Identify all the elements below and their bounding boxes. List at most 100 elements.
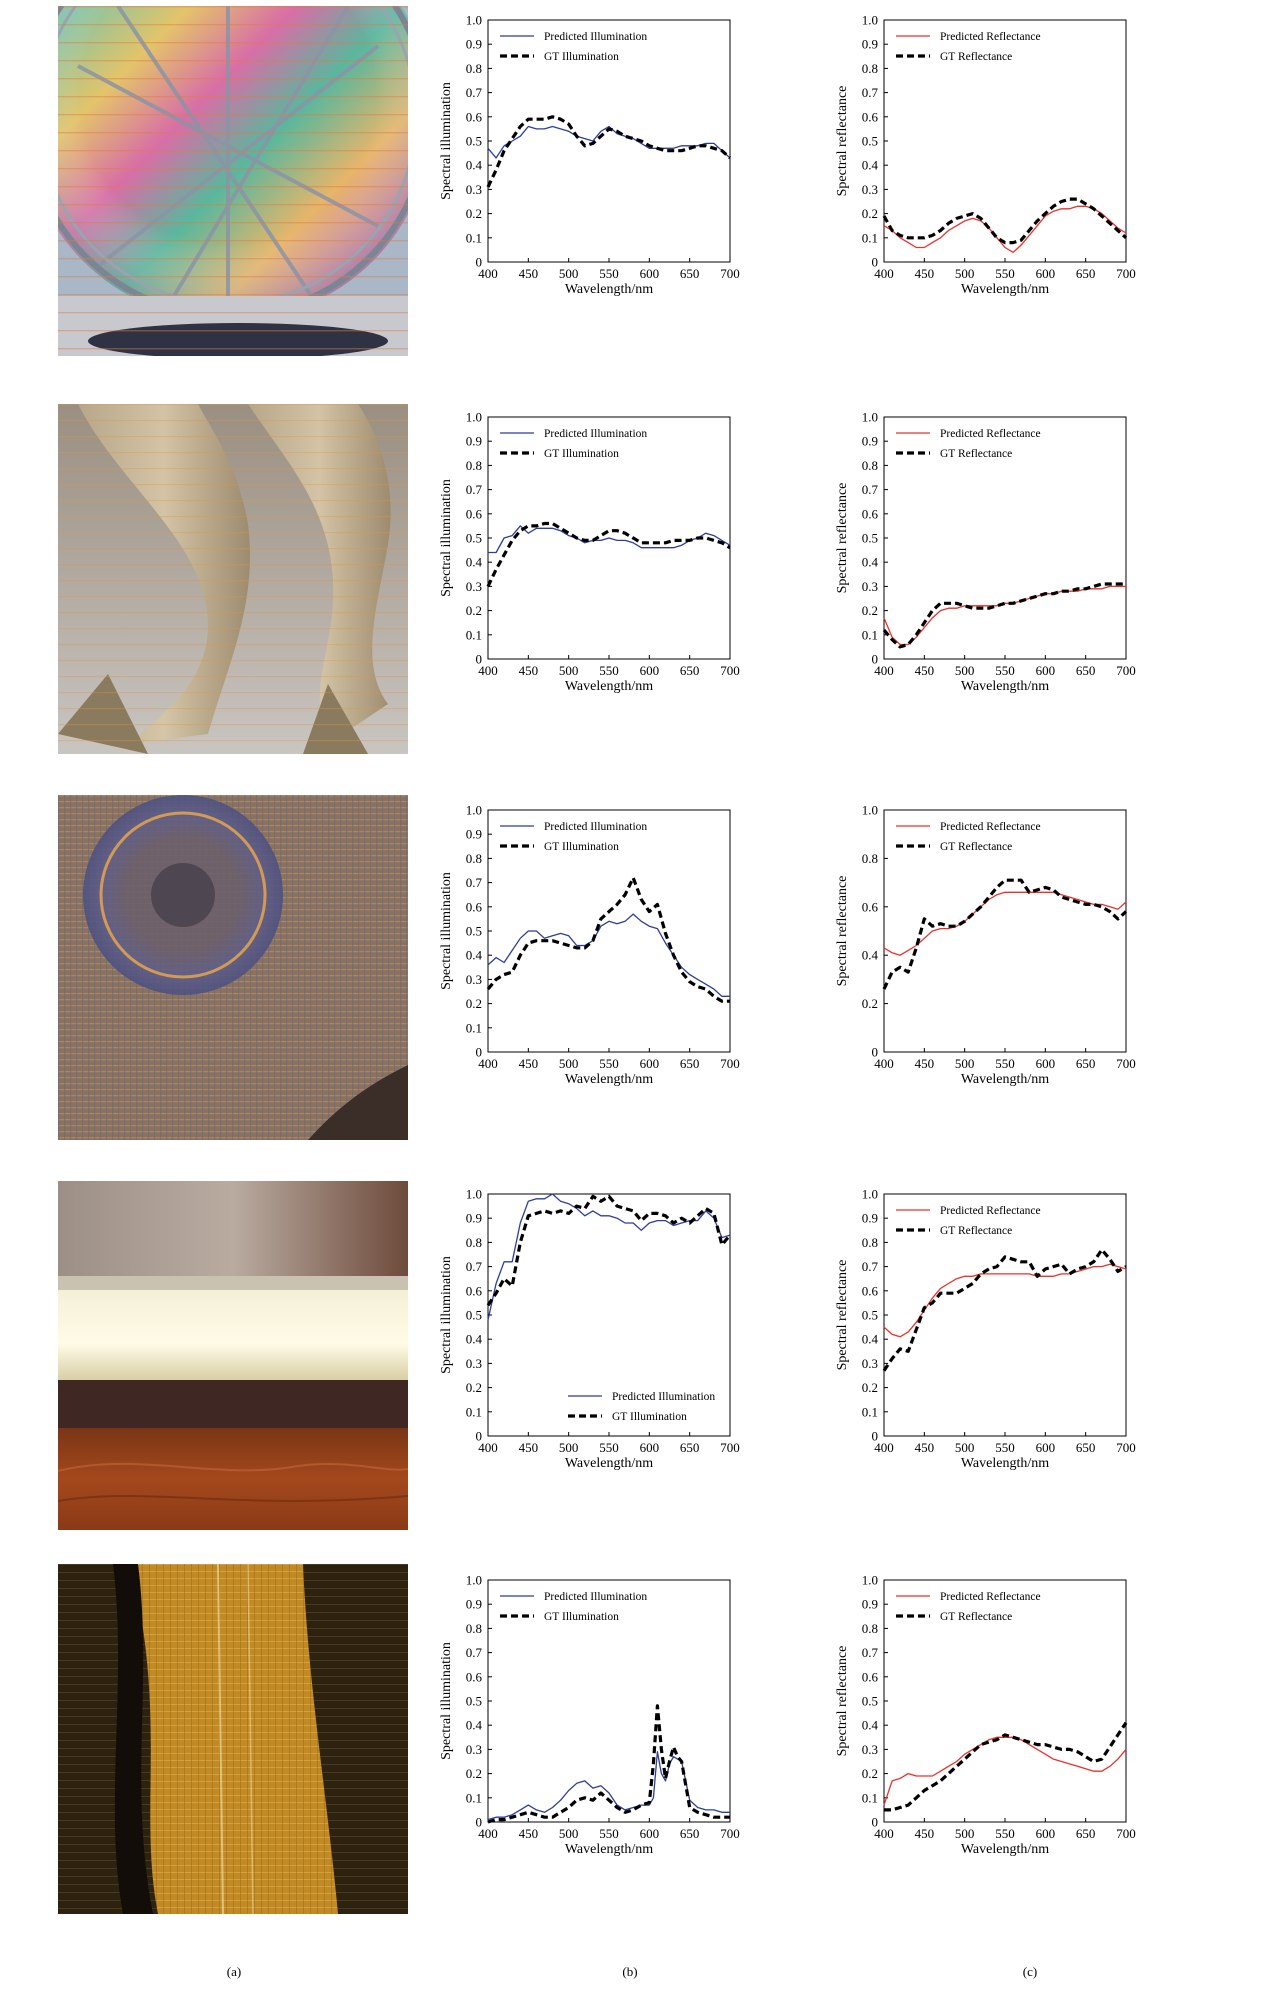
series-line-predicted [487,1193,731,1320]
y-tick-label: 0.2 [862,1380,878,1395]
caption-a: (a) [226,1964,242,1979]
x-tick-label: 650 [1076,1826,1096,1841]
y-tick-label: 0.4 [466,1332,483,1347]
x-tick-label: 650 [1076,1440,1096,1455]
y-tick-label: 0.5 [466,924,482,939]
x-tick-label: 650 [1076,663,1096,678]
x-tick-label: 500 [559,266,579,281]
caption-c: (c) [1022,1964,1038,1979]
series-line-predicted [883,585,1126,646]
y-tick-label: 0.7 [862,1259,879,1274]
y-tick-label: 0.8 [862,1621,878,1636]
y-axis-label: Spectral illumination [439,82,454,200]
y-tick-label: 1.0 [862,803,878,818]
series-line-gt [486,1194,732,1307]
y-tick-label: 0.8 [862,61,878,76]
y-tick-label: 0 [476,652,483,667]
series-line-predicted [487,125,731,159]
x-tick-label: 500 [955,1440,975,1455]
x-tick-label: 500 [955,663,975,678]
y-tick-label: 1.0 [862,1187,878,1202]
x-tick-label: 650 [1076,1056,1096,1071]
y-tick-label: 1.0 [466,1187,482,1202]
y-tick-label: 0.3 [862,1742,878,1757]
y-tick-label: 0.5 [466,1694,482,1709]
y-tick-label: 0.8 [466,1621,482,1636]
y-tick-label: 0.9 [862,434,878,449]
y-tick-label: 0.6 [862,1669,879,1684]
x-tick-label: 550 [599,1440,619,1455]
y-axis-label: Spectral reflectance [835,876,850,987]
x-axis-label: Wavelength/nm [565,679,653,694]
x-axis-label: Wavelength/nm [961,679,1049,694]
photo-fabric-image [58,1564,408,1914]
y-tick-label: 0.6 [862,506,879,521]
y-tick-label: 0.6 [862,1283,879,1298]
x-tick-label: 400 [874,266,894,281]
y-tick-label: 0.9 [466,1211,482,1226]
legend-entry: Predicted Illumination [612,1391,715,1403]
photo-target-image [58,795,408,1140]
x-tick-label: 650 [680,1826,700,1841]
x-tick-label: 450 [519,1440,539,1455]
y-tick-label: 0.3 [466,1356,482,1371]
series-line-gt [487,1704,730,1824]
x-tick-label: 550 [995,1056,1015,1071]
caption-b: (b) [622,1964,638,1979]
y-axis-label: Spectral reflectance [835,1646,850,1757]
chart-r4-reflectance: 400 450 500 550 600 650 700 0 0.1 0.2 0.3 0.4 0.5 0.6… [835,1187,1136,1472]
chart-r1-reflectance: 400 450 500 550 600 650 700 0 0.1 0.2 0.3 0.4 0.5 0.6… [835,13,1136,298]
x-axis-label: Wavelength/nm [565,1456,653,1471]
x-tick-label: 650 [680,266,700,281]
x-tick-label: 400 [874,1056,894,1071]
x-tick-label: 650 [680,1440,700,1455]
y-tick-label: 0.1 [862,230,878,245]
y-tick-label: 0.8 [466,851,482,866]
series-line-gt [486,876,730,1003]
y-tick-label: 0.7 [466,875,483,890]
y-tick-label: 0.4 [862,1332,879,1347]
y-tick-label: 0.9 [862,37,878,52]
series-line-predicted [487,913,730,997]
y-tick-label: 0.6 [862,899,879,914]
legend-entry: GT Illumination [544,841,619,853]
photo-tube [58,1181,408,1530]
y-tick-label: 0.9 [466,1597,482,1612]
x-tick-label: 600 [640,1826,660,1841]
y-tick-label: 0.6 [466,1283,483,1298]
chart-r3-illumination: 400 450 500 550 600 650 700 0 0.1 0.2 0.3 0.4 0.5 0.6… [439,803,740,1088]
x-tick-label: 450 [519,1826,539,1841]
x-tick-label: 700 [720,1826,740,1841]
y-tick-label: 0.1 [466,1404,482,1419]
y-tick-label: 0.4 [862,1718,879,1733]
x-tick-label: 550 [995,1826,1015,1841]
series-line-gt [486,115,732,188]
y-tick-label: 0 [872,1815,879,1830]
y-tick-label: 0.9 [862,1211,878,1226]
x-tick-label: 450 [519,1056,539,1071]
y-tick-label: 0.2 [466,206,482,221]
y-tick-label: 0.7 [862,482,879,497]
y-tick-label: 0.2 [862,206,878,221]
series-line-gt [884,1721,1128,1812]
x-tick-label: 550 [995,1440,1015,1455]
x-axis-label: Wavelength/nm [565,1072,653,1087]
x-tick-label: 700 [720,1440,740,1455]
photo-target [58,795,408,1140]
legend-entry: GT Illumination [612,1411,687,1423]
legend-entry: Predicted Reflectance [940,428,1041,440]
y-tick-label: 0.1 [466,1020,482,1035]
chart-r5-illumination: 400 450 500 550 600 650 700 0 0.1 0.2 0.3 0.4 0.5 0.6… [439,1573,740,1858]
x-tick-label: 600 [1036,1440,1056,1455]
x-axis-label: Wavelength/nm [565,1842,653,1857]
legend-entry: Predicted Illumination [544,1591,647,1603]
y-tick-label: 0.5 [466,531,482,546]
series-line-predicted [883,891,1127,956]
y-tick-label: 0.3 [862,1356,878,1371]
y-tick-label: 0.7 [862,1645,879,1660]
y-tick-label: 0.2 [466,1380,482,1395]
y-tick-label: 0.6 [466,1669,483,1684]
x-tick-label: 400 [478,1826,498,1841]
y-tick-label: 0 [476,1045,483,1060]
y-tick-label: 0.4 [466,1718,483,1733]
